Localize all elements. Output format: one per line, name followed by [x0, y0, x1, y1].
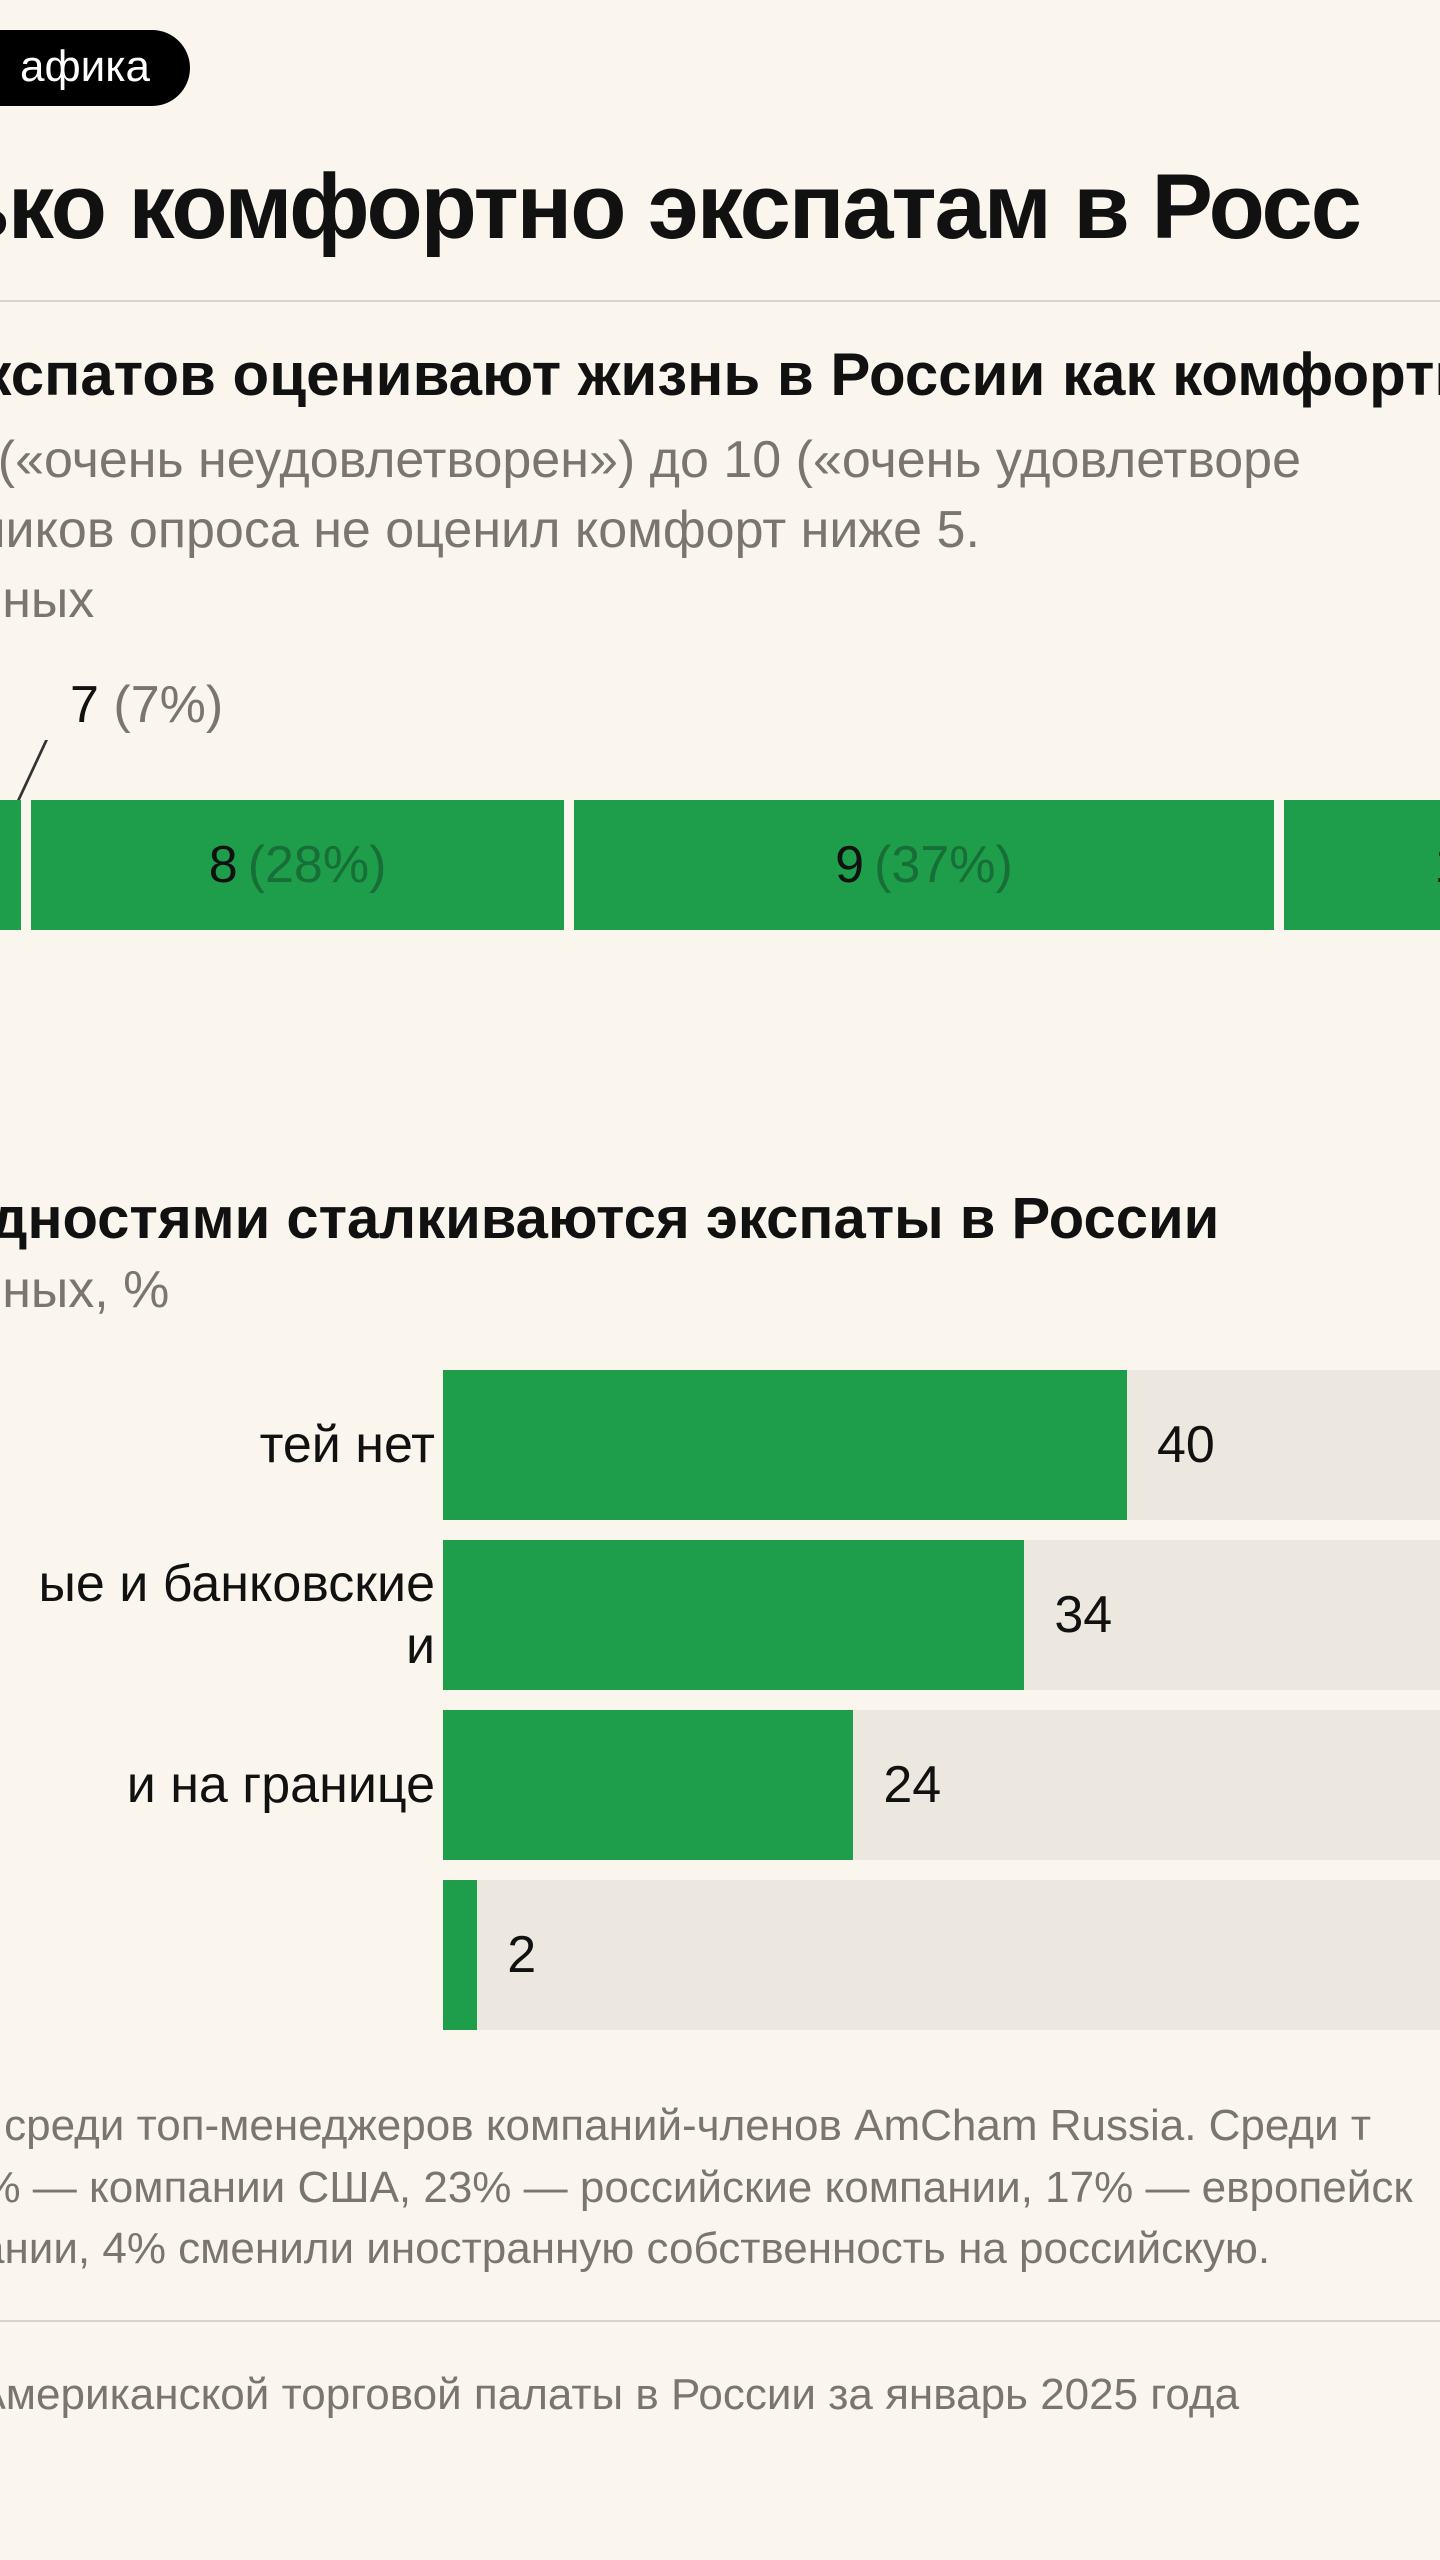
section1-title: 0% экспатов оценивают жизнь в России как… — [0, 340, 1440, 409]
page-title: олько комфортно экспатам в Росс — [0, 155, 1440, 260]
section1-sub-line3: рошенных — [0, 565, 1440, 635]
hbar-label: и на границе — [0, 1754, 435, 1816]
stacked-track: 8(28%)9(37%)10( — [0, 800, 1440, 930]
callout-leader-line — [17, 740, 83, 800]
segment-score: 8 — [209, 835, 238, 895]
source-row: опрос Американской торговой палаты в Рос… — [0, 2370, 1440, 2420]
hbar-value: 40 — [1157, 1415, 1215, 1475]
stacked-segment: 9(37%) — [574, 800, 1273, 930]
hbar-label: ые и банковскиеи — [0, 1553, 435, 1678]
hbar-fill — [443, 1880, 477, 2030]
source-text: опрос Американской торговой палаты в Рос… — [0, 2370, 1239, 2420]
hbar-fill — [443, 1370, 1127, 1520]
section2-title: и трудностями сталкиваются экспаты в Рос… — [0, 1185, 1219, 1252]
hbar-fill — [443, 1710, 853, 1860]
stacked-segment: 10( — [1284, 800, 1440, 930]
infographic-page: афика олько комфортно экспатам в Росс 0%… — [0, 0, 1440, 2560]
stacked-bar-chart: 7 (7%) 8(28%)9(37%)10( ) — [0, 780, 1440, 980]
segment-score: 10 — [1434, 835, 1440, 895]
hbar-track: 34 — [443, 1540, 1440, 1690]
hbar-value: 34 — [1054, 1585, 1112, 1645]
divider-bottom — [0, 2320, 1440, 2322]
divider — [0, 300, 1440, 302]
hbar-value: 24 — [883, 1755, 941, 1815]
category-badge: афика — [0, 30, 190, 106]
stacked-segment — [0, 800, 21, 930]
hbar-track: 24 — [443, 1710, 1440, 1860]
segment-pct: (37%) — [874, 835, 1013, 895]
callout-score-7: 7 (7%) — [70, 675, 223, 735]
footnote-line2: аты 56% — компании США, 23% — российские… — [0, 2157, 1440, 2219]
horizontal-bar-chart: тей нет 40 ые и банковскиеи 34 и на границе 2… — [0, 1360, 1440, 2040]
hbar-row: тей нет 40 — [0, 1360, 1440, 1530]
hbar-row: 2 — [0, 1870, 1440, 2040]
hbar-row: и на границе 24 — [0, 1700, 1440, 1870]
segment-pct: (28%) — [248, 835, 387, 895]
callout-pct: (7%) — [113, 676, 223, 734]
footnote-line1: водили среди топ-менеджеров компаний-чле… — [0, 2095, 1440, 2157]
section1-subtitle: е от 1 («очень неудовлетворен») до 10 («… — [0, 425, 1440, 636]
section1-sub-line1: е от 1 («очень неудовлетворен») до 10 («… — [0, 425, 1440, 495]
hbar-fill — [443, 1540, 1024, 1690]
section2-subtitle: рошенных, % — [0, 1260, 169, 1320]
footnote: водили среди топ-менеджеров компаний-чле… — [0, 2095, 1440, 2280]
footnote-line3: е компании, 4% сменили иностранную собст… — [0, 2218, 1440, 2280]
hbar-label: тей нет — [0, 1414, 435, 1476]
section1-sub-line2: участников опроса не оценил комфорт ниже… — [0, 495, 1440, 565]
hbar-row: ые и банковскиеи 34 — [0, 1530, 1440, 1700]
segment-score: 9 — [835, 835, 864, 895]
stacked-segment: 8(28%) — [31, 800, 565, 930]
hbar-track: 40 — [443, 1370, 1440, 1520]
hbar-value: 2 — [507, 1925, 536, 1985]
callout-score: 7 — [70, 676, 99, 734]
hbar-track: 2 — [443, 1880, 1440, 2030]
